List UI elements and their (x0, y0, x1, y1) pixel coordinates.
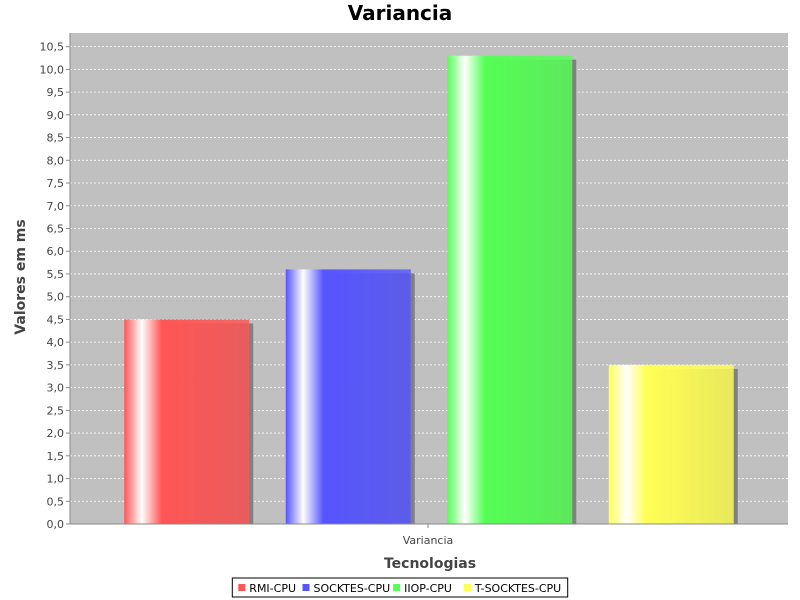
y-tick-label: 2,5 (47, 404, 65, 417)
y-tick-label: 8,5 (47, 132, 65, 145)
y-tick-label: 1,5 (47, 450, 65, 463)
legend: RMI-CPU SOCKTES-CPU IIOP-CPU T-SOCKTES-CPU (231, 577, 569, 598)
y-tick-label: 0,5 (47, 495, 65, 508)
y-axis: 0,0 0,5 1,0 1,5 2,0 2,5 3,0 3,5 4,0 4,5 5,0 5,5 6,0 6… (40, 33, 71, 531)
legend-label: RMI-CPU (249, 582, 296, 595)
y-tick-label: 5,0 (47, 291, 65, 304)
legend-swatch (238, 584, 246, 591)
bar-socktes-cpu (285, 269, 411, 524)
legend-label: IIOP-CPU (404, 582, 452, 595)
y-tick-label: 0,0 (47, 518, 65, 531)
y-tick-label: 8,0 (47, 154, 65, 167)
y-tick-label: 9,0 (47, 109, 65, 122)
legend-label: T-SOCKTES-CPU (474, 582, 561, 595)
y-tick-label: 5,5 (47, 268, 65, 281)
y-tick-label: 10,0 (40, 63, 65, 76)
legend-label: SOCKTES-CPU (314, 582, 391, 595)
y-tick-label: 3,5 (47, 359, 65, 372)
legend-swatch (393, 584, 401, 591)
y-tick-label: 7,0 (47, 200, 65, 213)
legend-swatch (302, 584, 310, 591)
y-tick-label: 3,0 (47, 382, 65, 395)
x-axis-label: Tecnologias (384, 556, 476, 572)
y-tick-label: 4,5 (47, 313, 65, 326)
x-axis: Variancia (70, 523, 788, 547)
y-tick-label: 6,0 (47, 245, 65, 258)
y-tick-label: 9,5 (47, 86, 65, 99)
y-tick-label: 4,0 (47, 336, 65, 349)
legend-swatch (463, 584, 471, 591)
y-tick-label: 2,0 (47, 427, 65, 440)
bar-iiop-cpu (447, 55, 573, 525)
bar-t-socktes-cpu (608, 364, 734, 524)
y-axis-label: Valores em ms (13, 219, 29, 334)
bar-rmi-cpu (124, 319, 250, 524)
y-tick-label: 7,5 (47, 177, 65, 190)
chart-title: Variancia (348, 1, 453, 25)
y-tick-label: 6,5 (47, 222, 65, 235)
y-tick-label: 1,0 (47, 473, 65, 486)
bars (124, 55, 738, 525)
y-tick-label: 10,5 (40, 41, 65, 54)
x-tick-label: Variancia (403, 534, 454, 547)
